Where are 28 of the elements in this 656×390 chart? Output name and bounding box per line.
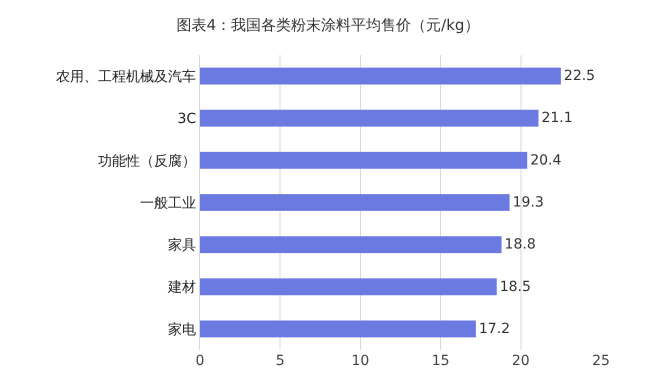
data-label: 22.5 — [564, 68, 596, 84]
data-label: 19.3 — [512, 194, 544, 210]
y-tick-label: 3C — [178, 111, 196, 128]
x-tick-label: 10 — [351, 353, 370, 369]
bar — [200, 278, 497, 296]
y-tick-label: 家电 — [168, 322, 196, 338]
data-label: 17.2 — [478, 320, 510, 337]
data-label: 20.4 — [530, 152, 562, 168]
y-tick-label: 农用、工程机械及汽车 — [56, 68, 196, 85]
bar — [200, 320, 476, 338]
x-tick-label: 20 — [512, 353, 530, 369]
y-tick-label: 家具 — [168, 238, 196, 254]
bar — [200, 194, 510, 211]
bar — [200, 152, 528, 169]
x-tick-label: 15 — [432, 353, 450, 369]
y-tick-label: 一般工业 — [140, 195, 196, 212]
bar — [200, 236, 502, 254]
data-label: 18.8 — [504, 236, 536, 253]
chart-title: 图表4：我国各类粉末涂料平均售价（元/kg） — [176, 16, 480, 34]
y-tick-label: 建材 — [167, 280, 196, 296]
x-tick-label: 5 — [276, 353, 285, 369]
data-label: 18.5 — [500, 278, 531, 295]
bar — [200, 110, 538, 127]
x-tick-label: 25 — [592, 353, 610, 369]
data-label: 21.1 — [541, 110, 573, 126]
y-tick-label: 功能性（反腐） — [98, 153, 196, 170]
bar — [200, 68, 561, 84]
x-tick-label: 0 — [196, 353, 204, 369]
